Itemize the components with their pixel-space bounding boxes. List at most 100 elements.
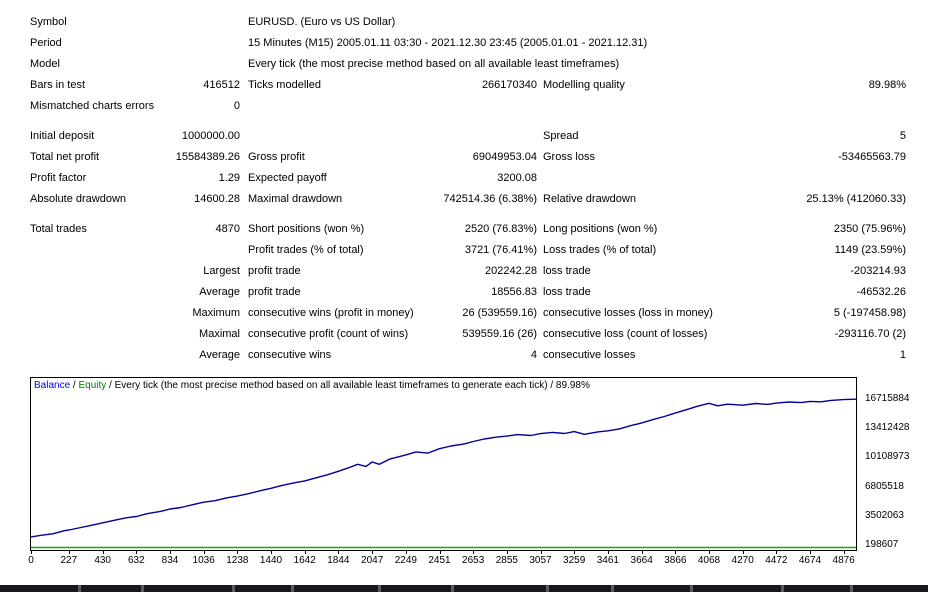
stat-value: 416512: [203, 78, 240, 91]
stat-value: 5 (-197458.98): [833, 306, 906, 319]
stat-value: 742514.36 (6.38%): [443, 192, 537, 205]
x-axis-tick-label: 1238: [226, 555, 249, 566]
stat-value: 1149 (23.59%): [834, 243, 906, 256]
y-axis-tick-label: 13412428: [865, 422, 910, 434]
stat-wide-value: EURUSD. (Euro vs US Dollar): [248, 15, 396, 28]
x-axis-tick-label: 1036: [192, 555, 215, 566]
balance-chart: Balance / Equity / Every tick (the most …: [28, 377, 925, 567]
x-axis-tick-mark: [675, 551, 677, 554]
taskbar-button[interactable]: [0, 585, 78, 592]
stat-value: 0: [233, 99, 240, 112]
taskbar-button[interactable]: [81, 585, 141, 592]
taskbar-button[interactable]: [614, 585, 690, 592]
report-row: Total net profit 15584389.26 Gross profit 6…: [30, 146, 928, 167]
x-axis-tick-label: 4876: [832, 555, 855, 566]
legend-equity-label: Equity: [78, 380, 107, 391]
x-axis-tick-mark: [810, 551, 811, 554]
report-table: Symbol EURUSD. (Euro vs US Dollar) Period 1…: [30, 11, 928, 365]
y-axis-tick-label: 3502063: [865, 509, 904, 521]
x-axis-tick-label: 4270: [731, 555, 754, 566]
stat-value: 25.13% (412060.33): [806, 192, 906, 205]
stat-label: Relative drawdown: [543, 192, 636, 205]
x-axis-tick-label: 834: [161, 555, 179, 566]
report-row: Period 15 Minutes (M15) 2005.01.11 03:30 …: [30, 32, 928, 53]
balance-curve: [30, 398, 857, 549]
stat-value: 26 (539559.16): [462, 306, 537, 319]
taskbar-button[interactable]: [294, 585, 378, 592]
y-axis-labels: 16715884 13412428 10108973 6805518 3502063 19…: [861, 377, 925, 551]
report-row: Bars in test 416512 Ticks modelled 26617034…: [30, 74, 928, 95]
taskbar-button[interactable]: [853, 585, 928, 592]
taskbar-button[interactable]: [454, 585, 546, 592]
x-axis-tick-mark: [31, 551, 32, 554]
taskbar-button[interactable]: [784, 585, 850, 592]
stat-value: 4870: [215, 222, 240, 235]
x-axis-tick-label: 2653: [462, 555, 485, 566]
x-axis-tick-mark: [170, 551, 171, 554]
stat-value: -293116.70 (2): [834, 327, 906, 340]
stat-value: Maximum: [192, 306, 240, 319]
x-axis-tick-label: 3664: [630, 555, 653, 566]
stat-label: Absolute drawdown: [30, 192, 127, 205]
stat-label: Period: [30, 36, 62, 49]
chart-plot-area: Balance / Equity / Every tick (the most …: [30, 377, 857, 551]
stat-label: Bars in test: [30, 78, 86, 91]
chart-legend: Balance / Equity / Every tick (the most …: [34, 380, 590, 391]
stat-label: Symbol: [30, 15, 67, 28]
x-axis-tick-label: 430: [94, 555, 111, 566]
stat-value: -203214.93: [850, 264, 906, 277]
stat-label: Spread: [543, 129, 579, 142]
stat-value: 89.98%: [868, 78, 906, 91]
x-axis-tick-mark: [439, 551, 441, 554]
x-axis-tick-mark: [304, 551, 306, 554]
stat-label: Profit trades (% of total): [248, 243, 364, 256]
stat-label: Total net profit: [30, 150, 100, 163]
taskbar-button[interactable]: [144, 585, 232, 592]
stat-label: consecutive loss (count of losses): [543, 327, 708, 340]
x-axis-tick-label: 2855: [495, 555, 518, 566]
stat-label: loss trade: [543, 285, 591, 298]
report-row: Profit factor 1.29 Expected payoff 3200.08: [30, 167, 928, 188]
legend-balance-label: Balance: [34, 380, 71, 391]
x-axis-tick-mark: [776, 551, 778, 554]
x-axis-tick-label: 3461: [596, 555, 619, 566]
report-row: Maximal consecutive profit (count of wins…: [30, 323, 928, 344]
stat-label: profit trade: [248, 264, 301, 277]
x-axis-tick-mark: [338, 551, 340, 554]
report-row: Symbol EURUSD. (Euro vs US Dollar): [30, 11, 928, 32]
x-axis-tick-mark: [843, 551, 845, 554]
stat-label: Ticks modelled: [248, 78, 321, 91]
taskbar-button[interactable]: [549, 585, 611, 592]
taskbar-button[interactable]: [693, 585, 781, 592]
stat-label: Total trades: [30, 222, 87, 235]
x-axis-labels: 0 227 430 632 834 1036 1238 1440 1642 1844 2047 224…: [28, 551, 857, 567]
taskbar-button[interactable]: [235, 585, 291, 592]
x-axis-tick-label: 227: [60, 555, 78, 566]
stat-label: Gross loss: [543, 150, 595, 163]
x-axis-tick-mark: [709, 551, 710, 554]
x-axis-tick-label: 632: [127, 555, 145, 566]
stat-value: 4: [530, 348, 537, 361]
stat-label: loss trade: [543, 264, 591, 277]
report-row: Average consecutive wins 4 consecutive loss…: [30, 344, 928, 365]
x-axis-tick-label: 3259: [563, 555, 586, 566]
stat-label: Expected payoff: [248, 171, 327, 184]
x-axis-tick-mark: [68, 551, 70, 554]
stat-label: consecutive losses (loss in money): [543, 306, 713, 319]
taskbar-button[interactable]: [381, 585, 451, 592]
stat-label: Gross profit: [248, 150, 305, 163]
taskbar-strip[interactable]: [0, 585, 928, 592]
stat-value: 539559.16 (26): [462, 327, 537, 340]
stat-value: 2350 (75.96%): [833, 222, 906, 235]
stat-value: 1.29: [218, 171, 240, 184]
y-axis-tick-label: 198607: [865, 539, 899, 550]
legend-description: / Every tick (the most precise method ba…: [106, 380, 590, 391]
stat-value: 1000000.00: [181, 129, 240, 142]
x-axis-tick-label: 4674: [798, 555, 822, 566]
stat-value: Average: [199, 285, 240, 298]
report-row: Mismatched charts errors 0: [30, 95, 928, 116]
x-axis-tick-mark: [742, 551, 744, 554]
stat-label: Mismatched charts errors: [30, 99, 155, 112]
report-row: Maximum consecutive wins (profit in money…: [30, 302, 928, 323]
x-axis-tick-mark: [372, 551, 374, 554]
